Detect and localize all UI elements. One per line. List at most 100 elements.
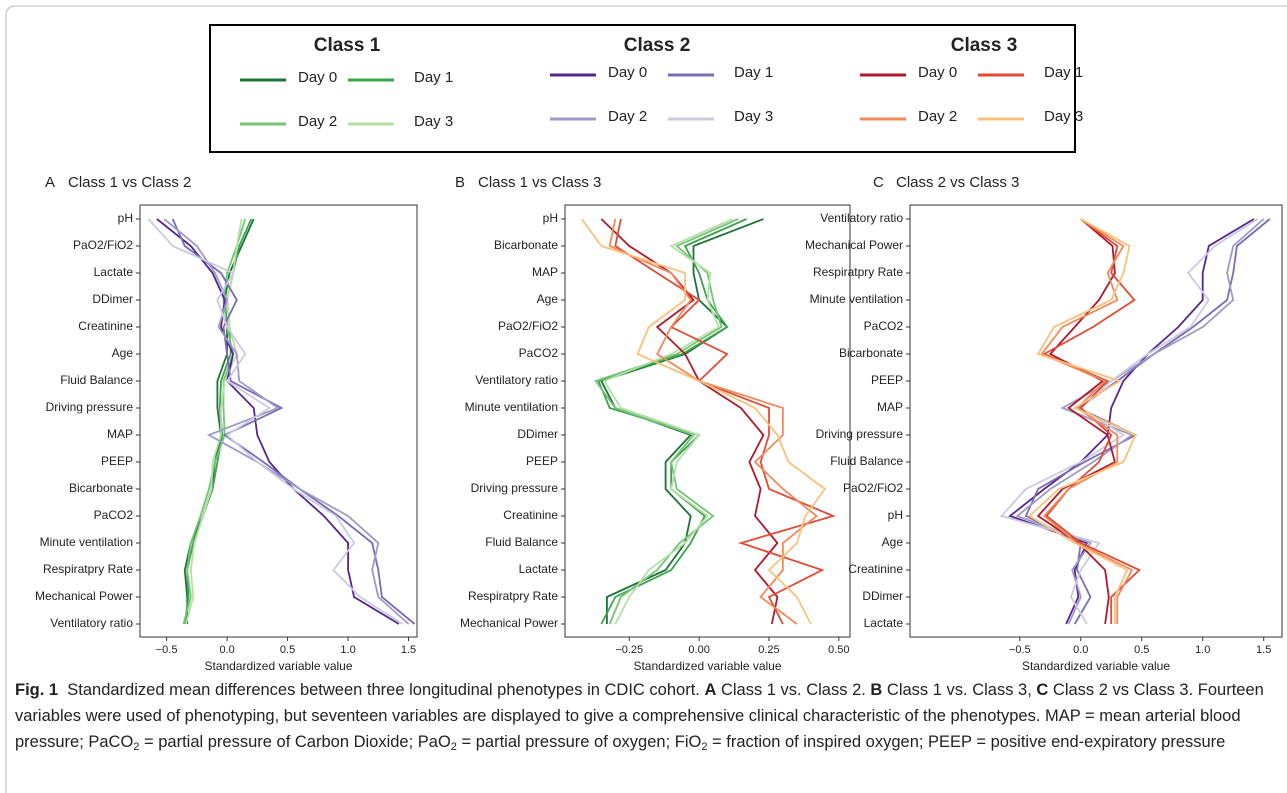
caption-text: B: [870, 681, 883, 699]
x-tick-label: −0.5: [1009, 644, 1031, 656]
caption-text: 2: [133, 741, 140, 753]
legend-label: Day 3: [414, 113, 453, 130]
y-tick-label: Age: [537, 292, 559, 306]
data-line: [183, 218, 255, 624]
legend-label: Day 1: [1044, 64, 1083, 81]
plot-area: [139, 204, 418, 638]
caption-text: = fraction of inspired oxygen; PEEP = po…: [707, 733, 1226, 751]
y-tick-label: Mechanical Power: [805, 238, 903, 252]
x-tick-label: −0.5: [156, 644, 178, 656]
y-tick-label: PEEP: [871, 373, 903, 387]
y-tick-label: Fluid Balance: [60, 373, 133, 387]
data-line: [602, 218, 733, 625]
legend-group-title: Class 3: [951, 35, 1018, 56]
y-tick-label: PaCO2: [94, 508, 134, 522]
x-tick-label: 0.50: [828, 644, 849, 656]
panel-title: Class 2 vs Class 3: [896, 174, 1019, 191]
legend-label: Day 1: [734, 64, 773, 81]
y-tick-label: pH: [118, 211, 133, 225]
x-axis-label: Standardized variable value: [1022, 659, 1170, 673]
legend-group-title: Class 1: [314, 35, 381, 56]
legend-box: [209, 24, 1076, 153]
panel-title: Class 1 vs Class 2: [68, 174, 191, 191]
x-tick-label: 0.5: [1134, 644, 1149, 656]
y-tick-label: Lactate: [519, 562, 559, 576]
caption-label: Fig. 1: [15, 681, 59, 699]
y-tick-label: Ventilatory ratio: [820, 211, 903, 225]
y-tick-label: Creatinine: [78, 319, 133, 333]
legend-label: Day 2: [918, 108, 957, 125]
y-tick-label: Minute ventilation: [810, 292, 903, 306]
y-tick-label: Lactate: [864, 616, 904, 630]
y-tick-label: Driving pressure: [816, 427, 904, 441]
y-tick-label: Bicarbonate: [839, 346, 903, 360]
y-tick-label: Respiratpry Rate: [813, 265, 903, 279]
caption-text: 2: [701, 741, 708, 753]
x-tick-label: 0.5: [280, 644, 295, 656]
x-axis-label: Standardized variable value: [633, 659, 781, 673]
y-tick-label: Driving pressure: [46, 400, 134, 414]
caption-text: Class 1 vs. Class 3,: [882, 681, 1037, 699]
caption-text: Standardized mean differences between th…: [67, 681, 705, 699]
y-tick-label: PaO2/FiO2: [843, 481, 903, 495]
y-tick-label: Ventilatory ratio: [475, 373, 558, 387]
x-tick-label: −0.25: [615, 644, 643, 656]
data-line: [1028, 218, 1137, 624]
y-tick-label: Bicarbonate: [494, 238, 558, 252]
data-line: [185, 218, 243, 625]
x-tick-label: 0.0: [219, 644, 234, 656]
y-tick-label: PEEP: [526, 454, 558, 468]
caption-text: Class 1 vs. Class 2.: [716, 681, 871, 699]
data-line: [156, 218, 400, 625]
caption-text: = partial pressure of oxygen; FiO: [456, 733, 702, 751]
y-tick-label: PaO2/FiO2: [498, 319, 558, 333]
y-tick-label: Minute ventilation: [465, 400, 558, 414]
y-tick-label: pH: [888, 508, 903, 522]
y-tick-label: DDimer: [517, 427, 558, 441]
y-tick-label: MAP: [877, 400, 903, 414]
legend-group-title: Class 2: [624, 35, 691, 56]
y-tick-label: Respiratpry Rate: [468, 589, 558, 603]
y-tick-label: pH: [543, 211, 558, 225]
data-line: [999, 218, 1259, 625]
caption-text: C: [1036, 681, 1049, 699]
y-tick-label: DDimer: [862, 589, 903, 603]
x-tick-label: 1.0: [340, 644, 355, 656]
y-tick-label: PaCO2: [864, 319, 904, 333]
y-tick-label: Bicarbonate: [69, 481, 133, 495]
x-tick-label: 1.0: [1195, 644, 1210, 656]
y-tick-label: MAP: [532, 265, 558, 279]
legend-label: Day 2: [298, 113, 337, 130]
y-tick-label: MAP: [107, 427, 133, 441]
legend-label: Day 2: [608, 108, 647, 125]
caption-text: Class 2 vs Class 3. Fourteen variables w…: [15, 681, 1264, 751]
y-tick-label: PEEP: [101, 454, 133, 468]
data-line: [1036, 218, 1116, 625]
caption: Fig. 1 Standardized mean differences bet…: [15, 677, 1277, 755]
legend-label: Day 3: [1044, 108, 1083, 125]
data-line: [147, 218, 403, 625]
y-tick-label: Fluid Balance: [485, 535, 558, 549]
panel-title: Class 1 vs Class 3: [478, 174, 601, 191]
x-tick-label: 1.5: [1256, 644, 1271, 656]
x-tick-label: 0.25: [758, 644, 779, 656]
y-tick-label: Age: [112, 346, 134, 360]
legend-label: Day 0: [608, 64, 647, 81]
plot-area: [564, 204, 851, 638]
y-tick-label: Mechanical Power: [35, 589, 133, 603]
legend-label: Day 0: [298, 69, 337, 86]
y-tick-label: Creatinine: [848, 562, 903, 576]
legend-label: Day 0: [918, 64, 957, 81]
x-tick-label: 0.0: [1073, 644, 1088, 656]
y-tick-label: PaO2/FiO2: [73, 238, 133, 252]
y-tick-label: DDimer: [92, 292, 133, 306]
y-tick-label: Ventilatory ratio: [50, 616, 133, 630]
x-axis-label: Standardized variable value: [204, 659, 352, 673]
x-tick-label: 0.00: [688, 644, 709, 656]
data-line: [163, 218, 410, 625]
data-line: [1040, 218, 1134, 624]
caption-text: A: [704, 681, 717, 699]
caption-text: = partial pressure of Carbon Dioxide; Pa…: [139, 733, 451, 751]
frame: [5, 5, 1287, 793]
